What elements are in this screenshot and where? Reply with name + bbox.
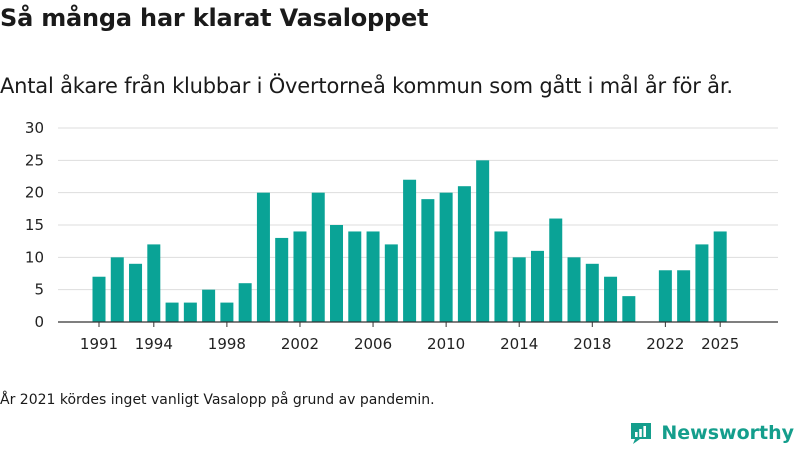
bar-1992 <box>110 257 124 322</box>
y-tick-label: 20 <box>25 184 44 202</box>
x-tick-label: 2006 <box>354 335 392 353</box>
y-tick-label: 10 <box>25 248 44 266</box>
bar-2009 <box>421 199 435 322</box>
y-tick-label: 25 <box>25 151 44 169</box>
x-tick-label: 2025 <box>701 335 739 353</box>
bar-2003 <box>311 192 325 322</box>
gridlines <box>58 127 778 291</box>
bar-2002 <box>293 231 307 322</box>
bar-2018 <box>585 263 599 322</box>
y-axis-ticks: 0 5 10 15 20 25 30 <box>25 119 44 331</box>
bar-1996 <box>183 302 197 322</box>
bars <box>58 160 778 323</box>
bar-2000 <box>256 192 270 322</box>
bar-2017 <box>567 257 581 322</box>
bar-2008 <box>403 179 417 322</box>
x-tick-label: 1991 <box>80 335 118 353</box>
y-tick-label: 5 <box>34 281 44 299</box>
bar-2011 <box>457 186 471 322</box>
bar-2016 <box>549 218 563 322</box>
bar-1993 <box>129 263 143 322</box>
x-tick-label: 1998 <box>208 335 246 353</box>
bar-2001 <box>275 237 289 322</box>
y-tick-label: 0 <box>34 313 44 331</box>
brand-logo: Newsworthy <box>629 421 794 445</box>
x-axis-ticks: 1991 1994 1998 2002 2006 2010 2014 2018 2022 2025 <box>80 322 739 353</box>
bar-2024 <box>695 244 709 322</box>
bar-1994 <box>147 244 161 322</box>
x-tick-label: 2010 <box>427 335 465 353</box>
bar-1997 <box>202 289 216 322</box>
x-tick-label: 2014 <box>500 335 538 353</box>
bar-1991 <box>92 276 106 322</box>
bar-2023 <box>677 270 691 322</box>
bar-1995 <box>165 302 179 322</box>
bar-2010 <box>439 192 453 322</box>
bar-2005 <box>348 231 362 322</box>
bar-2006 <box>366 231 380 322</box>
x-tick-label: 2018 <box>573 335 611 353</box>
bar-2014 <box>512 257 526 322</box>
bar-2007 <box>384 244 398 322</box>
bar-2022 <box>658 270 672 322</box>
bar-1999 <box>238 283 252 322</box>
bar-1998 <box>220 302 234 322</box>
bar-2015 <box>530 250 544 322</box>
bar-2004 <box>330 225 344 322</box>
x-tick-label: 1994 <box>135 335 173 353</box>
brand-name: Newsworthy <box>661 422 794 444</box>
footnote: År 2021 kördes inget vanligt Vasalopp på… <box>0 392 435 408</box>
bar-2020 <box>622 296 636 322</box>
y-tick-label: 30 <box>25 119 44 137</box>
x-tick-label: 2022 <box>646 335 684 353</box>
chart-title: Så många har klarat Vasaloppet <box>0 4 429 32</box>
x-tick-label: 2002 <box>281 335 319 353</box>
bar-2013 <box>494 231 508 322</box>
bar-2019 <box>604 276 618 322</box>
y-tick-label: 15 <box>25 216 44 234</box>
newsworthy-logo-icon <box>631 423 652 444</box>
bar-2025 <box>713 231 727 322</box>
bar-2012 <box>476 160 490 322</box>
chart-subtitle: Antal åkare från klubbar i Övertorneå ko… <box>0 74 733 98</box>
